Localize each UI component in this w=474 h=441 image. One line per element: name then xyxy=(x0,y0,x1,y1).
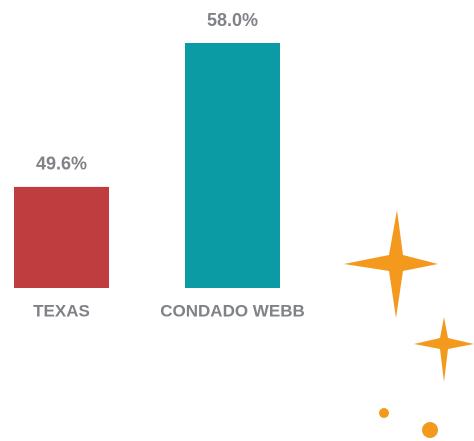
decoration xyxy=(344,210,474,438)
dot xyxy=(422,422,438,438)
x-tick-label: TEXAS xyxy=(33,301,90,320)
dot xyxy=(379,408,389,418)
value-label: 58.0% xyxy=(207,10,258,30)
bar xyxy=(185,43,280,288)
star-small xyxy=(414,317,474,382)
value-label: 49.6% xyxy=(36,154,87,174)
bar xyxy=(14,186,109,288)
star-large xyxy=(344,210,438,318)
x-tick-label: CONDADO WEBB xyxy=(160,301,305,320)
